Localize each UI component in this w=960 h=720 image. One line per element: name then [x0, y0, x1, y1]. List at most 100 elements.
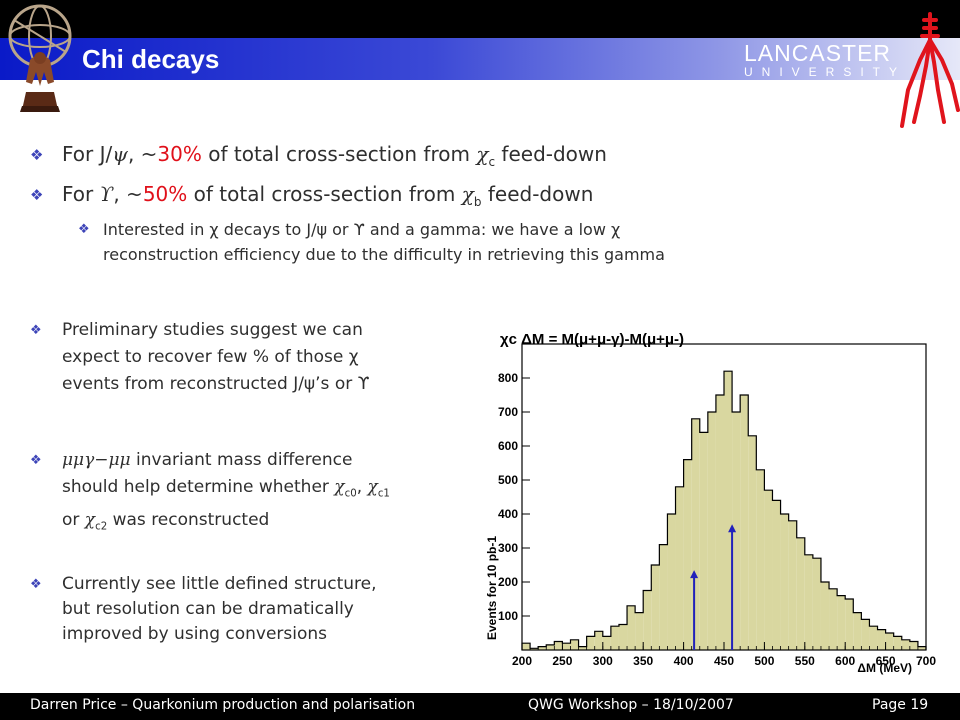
- histogram-bin: [659, 544, 668, 650]
- x-tick-label: 600: [835, 654, 855, 668]
- y-axis-label: Events for 10 pb-1: [485, 536, 499, 640]
- chi-symbol: χ: [334, 477, 345, 497]
- histogram-bin: [885, 633, 894, 650]
- b3-line1: Interested in χ decays to J/ψ or ϒ and a…: [103, 220, 621, 239]
- bullet-upsilon: For ϒ, ~50% of total cross-section from …: [62, 182, 593, 209]
- histogram-bin: [643, 590, 652, 650]
- footer-author: Darren Price – Quarkonium production and…: [30, 697, 416, 713]
- bullet-diamond-icon: ❖: [78, 222, 90, 237]
- page-title: Chi decays: [82, 44, 220, 74]
- histogram-bin: [562, 643, 571, 650]
- y-tick-label: 500: [498, 473, 518, 487]
- chi-symbol: χ: [476, 142, 489, 166]
- histogram-bin: [578, 646, 587, 650]
- y-tick-label: 600: [498, 439, 518, 453]
- chi-c0-sub: c0: [344, 488, 357, 500]
- b1-mid1: , ~: [127, 142, 158, 166]
- arrow-head-icon: [728, 524, 737, 533]
- bullet-jpsi: For J/ψ, ~30% of total cross-section fro…: [62, 142, 607, 169]
- histogram-bin: [586, 636, 595, 650]
- bullet-diamond-icon: ❖: [30, 577, 42, 592]
- y-tick-label: 700: [498, 405, 518, 419]
- histogram-bin: [780, 514, 789, 650]
- bullet-conversions: Currently see little defined structure, …: [62, 572, 377, 647]
- histogram-bin: [538, 646, 547, 650]
- b2-post: feed-down: [481, 182, 594, 206]
- chart-title: χc ΔM = M(μ+μ-γ)-M(μ+μ-): [500, 331, 684, 348]
- x-tick-label: 700: [916, 654, 936, 668]
- b2-mid2: of total cross-section from: [187, 182, 462, 206]
- histogram-bin: [570, 639, 579, 650]
- histogram-bin: [724, 371, 733, 650]
- lancaster-logo: LANCASTER UNIVERSITY: [744, 40, 906, 79]
- brand-name: LANCASTER: [744, 40, 892, 66]
- b2-pre: For: [62, 182, 100, 206]
- x-tick-label: 650: [876, 654, 896, 668]
- mass-diff-symbol: μμγ−μμ: [62, 450, 131, 470]
- histogram-bin: [594, 631, 603, 650]
- b1-post: feed-down: [495, 142, 607, 166]
- histogram-bin: [829, 588, 838, 650]
- chi-symbol: χ: [367, 477, 378, 497]
- histogram-bin: [715, 395, 724, 650]
- chi-symbol: χ: [461, 182, 474, 206]
- x-tick-label: 500: [754, 654, 774, 668]
- b4-line2: expect to recover few % of those χ: [62, 347, 359, 367]
- b6-line2: but resolution can be dramatically: [62, 599, 354, 619]
- x-tick-label: 550: [795, 654, 815, 668]
- histogram-bin: [627, 605, 636, 650]
- b6-line1: Currently see little defined structure,: [62, 574, 377, 594]
- footer-event: QWG Workshop – 18/10/2007: [528, 697, 734, 713]
- histogram-bin: [893, 636, 902, 650]
- histogram-bin: [869, 626, 878, 650]
- brand-sub: UNIVERSITY: [744, 65, 907, 79]
- histogram-bin: [740, 395, 749, 650]
- b2-percent: 50%: [142, 182, 188, 206]
- histogram-bin: [618, 624, 628, 650]
- histogram-bin: [917, 646, 926, 650]
- histogram-bin: [804, 554, 813, 650]
- psi-symbol: ψ: [112, 142, 128, 166]
- histogram-bin: [530, 648, 539, 650]
- b5-line1: invariant mass difference: [130, 450, 353, 470]
- histogram-bin: [748, 435, 757, 650]
- b1-mid2: of total cross-section from: [201, 142, 477, 166]
- histogram-bin: [707, 412, 716, 650]
- bullet-diamond-icon: ❖: [30, 186, 44, 204]
- top-bar: [0, 0, 960, 38]
- b5-line3b: was reconstructed: [107, 510, 270, 531]
- histogram-bin: [732, 412, 741, 650]
- histogram-bin: [651, 565, 660, 650]
- title-bar: [0, 38, 960, 80]
- histogram-bin: [683, 459, 692, 650]
- b2-sub: b: [473, 195, 482, 209]
- b1-percent: 30%: [157, 142, 202, 166]
- y-tick-label: 800: [498, 371, 518, 385]
- b1-sub: c: [488, 155, 496, 169]
- histogram-bin: [853, 612, 862, 650]
- y-tick-label: 100: [498, 609, 518, 623]
- b5-line2: should help determine whether: [62, 477, 335, 497]
- b1-pre: For J/: [62, 142, 113, 166]
- histogram-bin: [788, 520, 797, 650]
- histogram-bin: [796, 537, 805, 650]
- histogram-bin: [861, 619, 870, 650]
- b4-line3: events from reconstructed J/ψ’s or ϒ: [62, 374, 370, 394]
- chi-c2-sub: c2: [95, 521, 108, 533]
- bullet-mass-difference: μμγ−μμ invariant mass difference should …: [62, 450, 390, 533]
- histogram-outline: [521, 370, 927, 650]
- bullet-diamond-icon: ❖: [30, 146, 44, 164]
- histogram-bin: [845, 599, 854, 650]
- y-tick-label: 300: [498, 541, 518, 555]
- b4-line1: Preliminary studies suggest we can: [62, 320, 363, 340]
- x-tick-label: 300: [593, 654, 613, 668]
- histogram-bin: [772, 500, 781, 650]
- bullet-preliminary: Preliminary studies suggest we can expec…: [62, 317, 370, 398]
- histogram-bin: [667, 514, 676, 650]
- delta-m-histogram: χc ΔM = M(μ+μ-γ)-M(μ+μ-) Events for 10 p…: [485, 331, 936, 675]
- histogram-bin: [546, 644, 555, 650]
- upsilon-symbol: ϒ: [99, 182, 114, 206]
- histogram-bin: [877, 629, 886, 650]
- x-axis-label: ΔM (MeV): [857, 661, 912, 675]
- histogram-bin: [812, 558, 821, 650]
